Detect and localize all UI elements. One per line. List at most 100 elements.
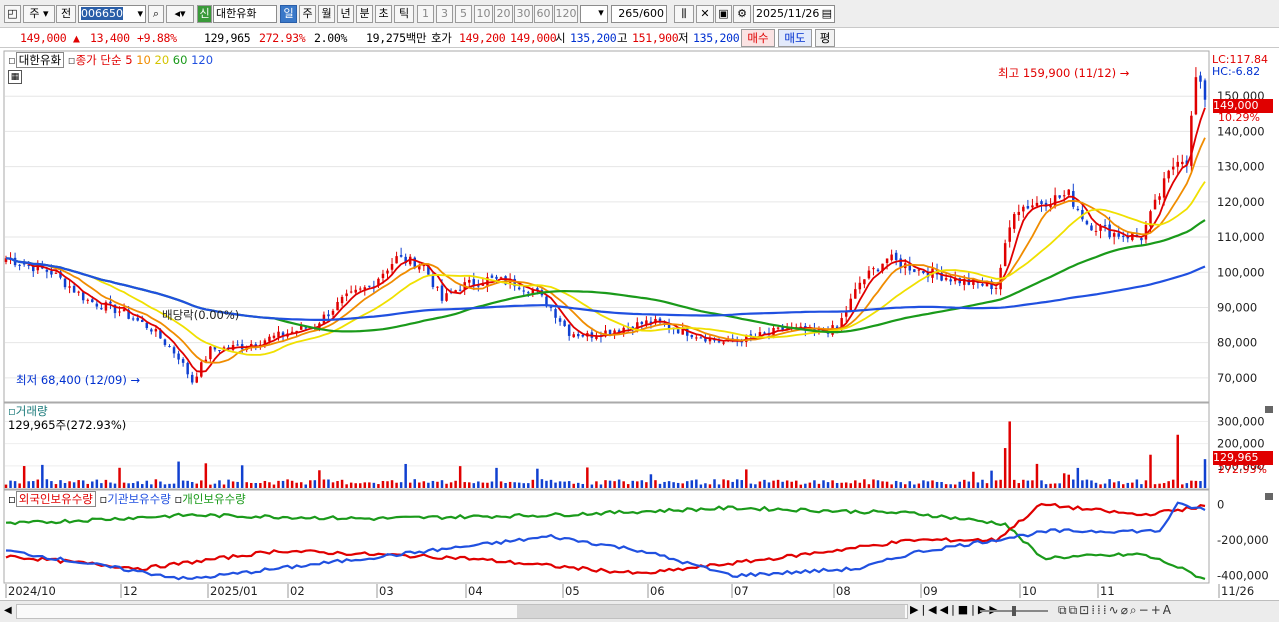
stock-legend-name[interactable]: 대한유화 <box>15 52 65 68</box>
save-icon[interactable]: ▣ <box>715 5 732 23</box>
candle-body <box>272 335 276 338</box>
volume-bar <box>540 479 544 488</box>
stock-code-input[interactable]: 006650 ▾ <box>78 5 146 23</box>
volume-bar <box>726 480 730 488</box>
candle-body <box>1099 225 1102 231</box>
volume-bar <box>100 483 103 488</box>
count-field[interactable]: 265/600 <box>611 5 667 23</box>
legend-foreign[interactable]: 외국인보유수량 <box>15 491 96 507</box>
interval-20[interactable]: 20 <box>494 5 513 23</box>
volume-bar <box>41 464 44 488</box>
interval-120[interactable]: 120 <box>554 5 578 23</box>
scroll-left-icon[interactable]: ◀ <box>4 605 12 616</box>
interval-60[interactable]: 60 <box>534 5 553 23</box>
candle-body <box>54 272 58 274</box>
volume-bar <box>277 480 280 488</box>
period-month[interactable]: 월 <box>318 5 335 23</box>
horizontal-scrollbar[interactable] <box>16 604 908 619</box>
volume-bar <box>9 480 12 488</box>
table-icon[interactable]: ▦ <box>8 70 22 84</box>
candle-body <box>299 326 303 330</box>
candle-style-icon[interactable]: ⫼ <box>674 5 694 23</box>
candle-body <box>91 299 94 303</box>
candle-body <box>981 283 984 286</box>
ma-120[interactable]: 120 <box>191 53 214 67</box>
interval-30[interactable]: 30 <box>514 5 533 23</box>
interval-input[interactable] <box>580 5 608 23</box>
period-week[interactable]: 주 <box>299 5 316 23</box>
scroll-thumb[interactable] <box>517 605 905 618</box>
volume-info: 129,965주(272.93%) <box>8 418 127 432</box>
candle-body <box>577 334 580 337</box>
zoom-slider-handle[interactable] <box>1012 606 1016 616</box>
period-second[interactable]: 초 <box>375 5 392 23</box>
volume-bar <box>595 481 598 488</box>
gear-icon[interactable]: ⚙ <box>733 5 751 23</box>
sell-button[interactable]: 매도 <box>778 29 812 47</box>
chevron-down-icon[interactable]: ▾ <box>598 6 604 19</box>
ma-line-120 <box>5 257 1206 321</box>
volume-bar <box>667 481 671 488</box>
candle-body <box>517 287 521 290</box>
stock-name-field[interactable]: 대한유화 <box>213 5 277 23</box>
volume-panel-close-icon[interactable] <box>1265 406 1273 413</box>
candle-body <box>1167 170 1170 179</box>
buy-button[interactable]: 매수 <box>741 29 775 47</box>
volume-bar <box>577 482 580 488</box>
volume-bar <box>368 482 371 488</box>
period-minute[interactable]: 분 <box>356 5 373 23</box>
price-tick-label: 110,000 <box>1217 230 1265 244</box>
market-select[interactable]: 주 ▾ <box>23 5 55 23</box>
candle-body <box>1013 214 1016 229</box>
interval-5[interactable]: 5 <box>455 5 472 23</box>
candle-body <box>567 324 571 336</box>
period-year[interactable]: 년 <box>337 5 354 23</box>
playback-controls[interactable]: ▶|◀◀|■|▶▶ <box>910 603 1001 616</box>
interval-10[interactable]: 10 <box>474 5 493 23</box>
volume-bar <box>808 482 812 488</box>
period-day[interactable]: 일 <box>280 5 297 23</box>
volume-bar <box>649 474 653 488</box>
average-button[interactable]: 평 <box>815 29 835 47</box>
volume-bar <box>113 483 117 488</box>
legend-individual[interactable]: 개인보유수량 <box>182 492 246 506</box>
legend-institution[interactable]: 기관보유수량 <box>107 492 171 506</box>
volume-bar <box>586 467 589 488</box>
date-field[interactable]: 2025/11/26 ▤ <box>753 5 835 23</box>
candle-body <box>940 272 943 281</box>
candle-body <box>327 314 330 317</box>
candle-body <box>50 270 53 275</box>
interval-1[interactable]: 1 <box>417 5 434 23</box>
candle-body <box>218 350 221 352</box>
stock-chart[interactable]: 70,000 80,000 90,000 100,000 110,000 120,000 1… <box>0 49 1279 600</box>
interval-3[interactable]: 3 <box>436 5 453 23</box>
drawing-tools[interactable]: ⧉⧉⊡⁞⁞⁞∿⌀⌕−+A <box>1058 603 1173 617</box>
volume-bar <box>427 482 430 488</box>
candle-body <box>749 334 753 336</box>
ma-10[interactable]: 10 <box>136 53 151 67</box>
cross-icon[interactable]: ✕ <box>696 5 714 23</box>
search-icon[interactable]: ⌕ <box>148 5 164 23</box>
low-label: 저 <box>678 31 689 45</box>
volume-bar <box>1094 482 1098 488</box>
zoom-slider[interactable] <box>980 606 1048 616</box>
volume-bar <box>917 483 921 488</box>
candle-body <box>27 265 30 267</box>
volume-value: 129,965 <box>204 31 251 45</box>
period-tick[interactable]: 틱 <box>394 5 414 23</box>
volume-bar <box>990 470 993 488</box>
date-value: 2025/11/26 <box>756 7 820 20</box>
candle-body <box>495 276 498 279</box>
ma-5[interactable]: 5 <box>125 53 133 67</box>
prev-button[interactable]: 전 <box>56 5 76 23</box>
candle-body <box>109 301 112 304</box>
speaker-icon[interactable]: ◂▾ <box>166 5 194 23</box>
volume-bar <box>504 483 507 488</box>
candle-body <box>963 279 966 285</box>
volume-bar <box>318 470 321 488</box>
window-icon[interactable]: ◰ <box>4 5 21 23</box>
ma-60[interactable]: 60 <box>172 53 188 67</box>
holding-panel-close-icon[interactable] <box>1265 493 1273 500</box>
ma-20[interactable]: 20 <box>154 53 170 67</box>
volume-bar <box>617 479 621 488</box>
